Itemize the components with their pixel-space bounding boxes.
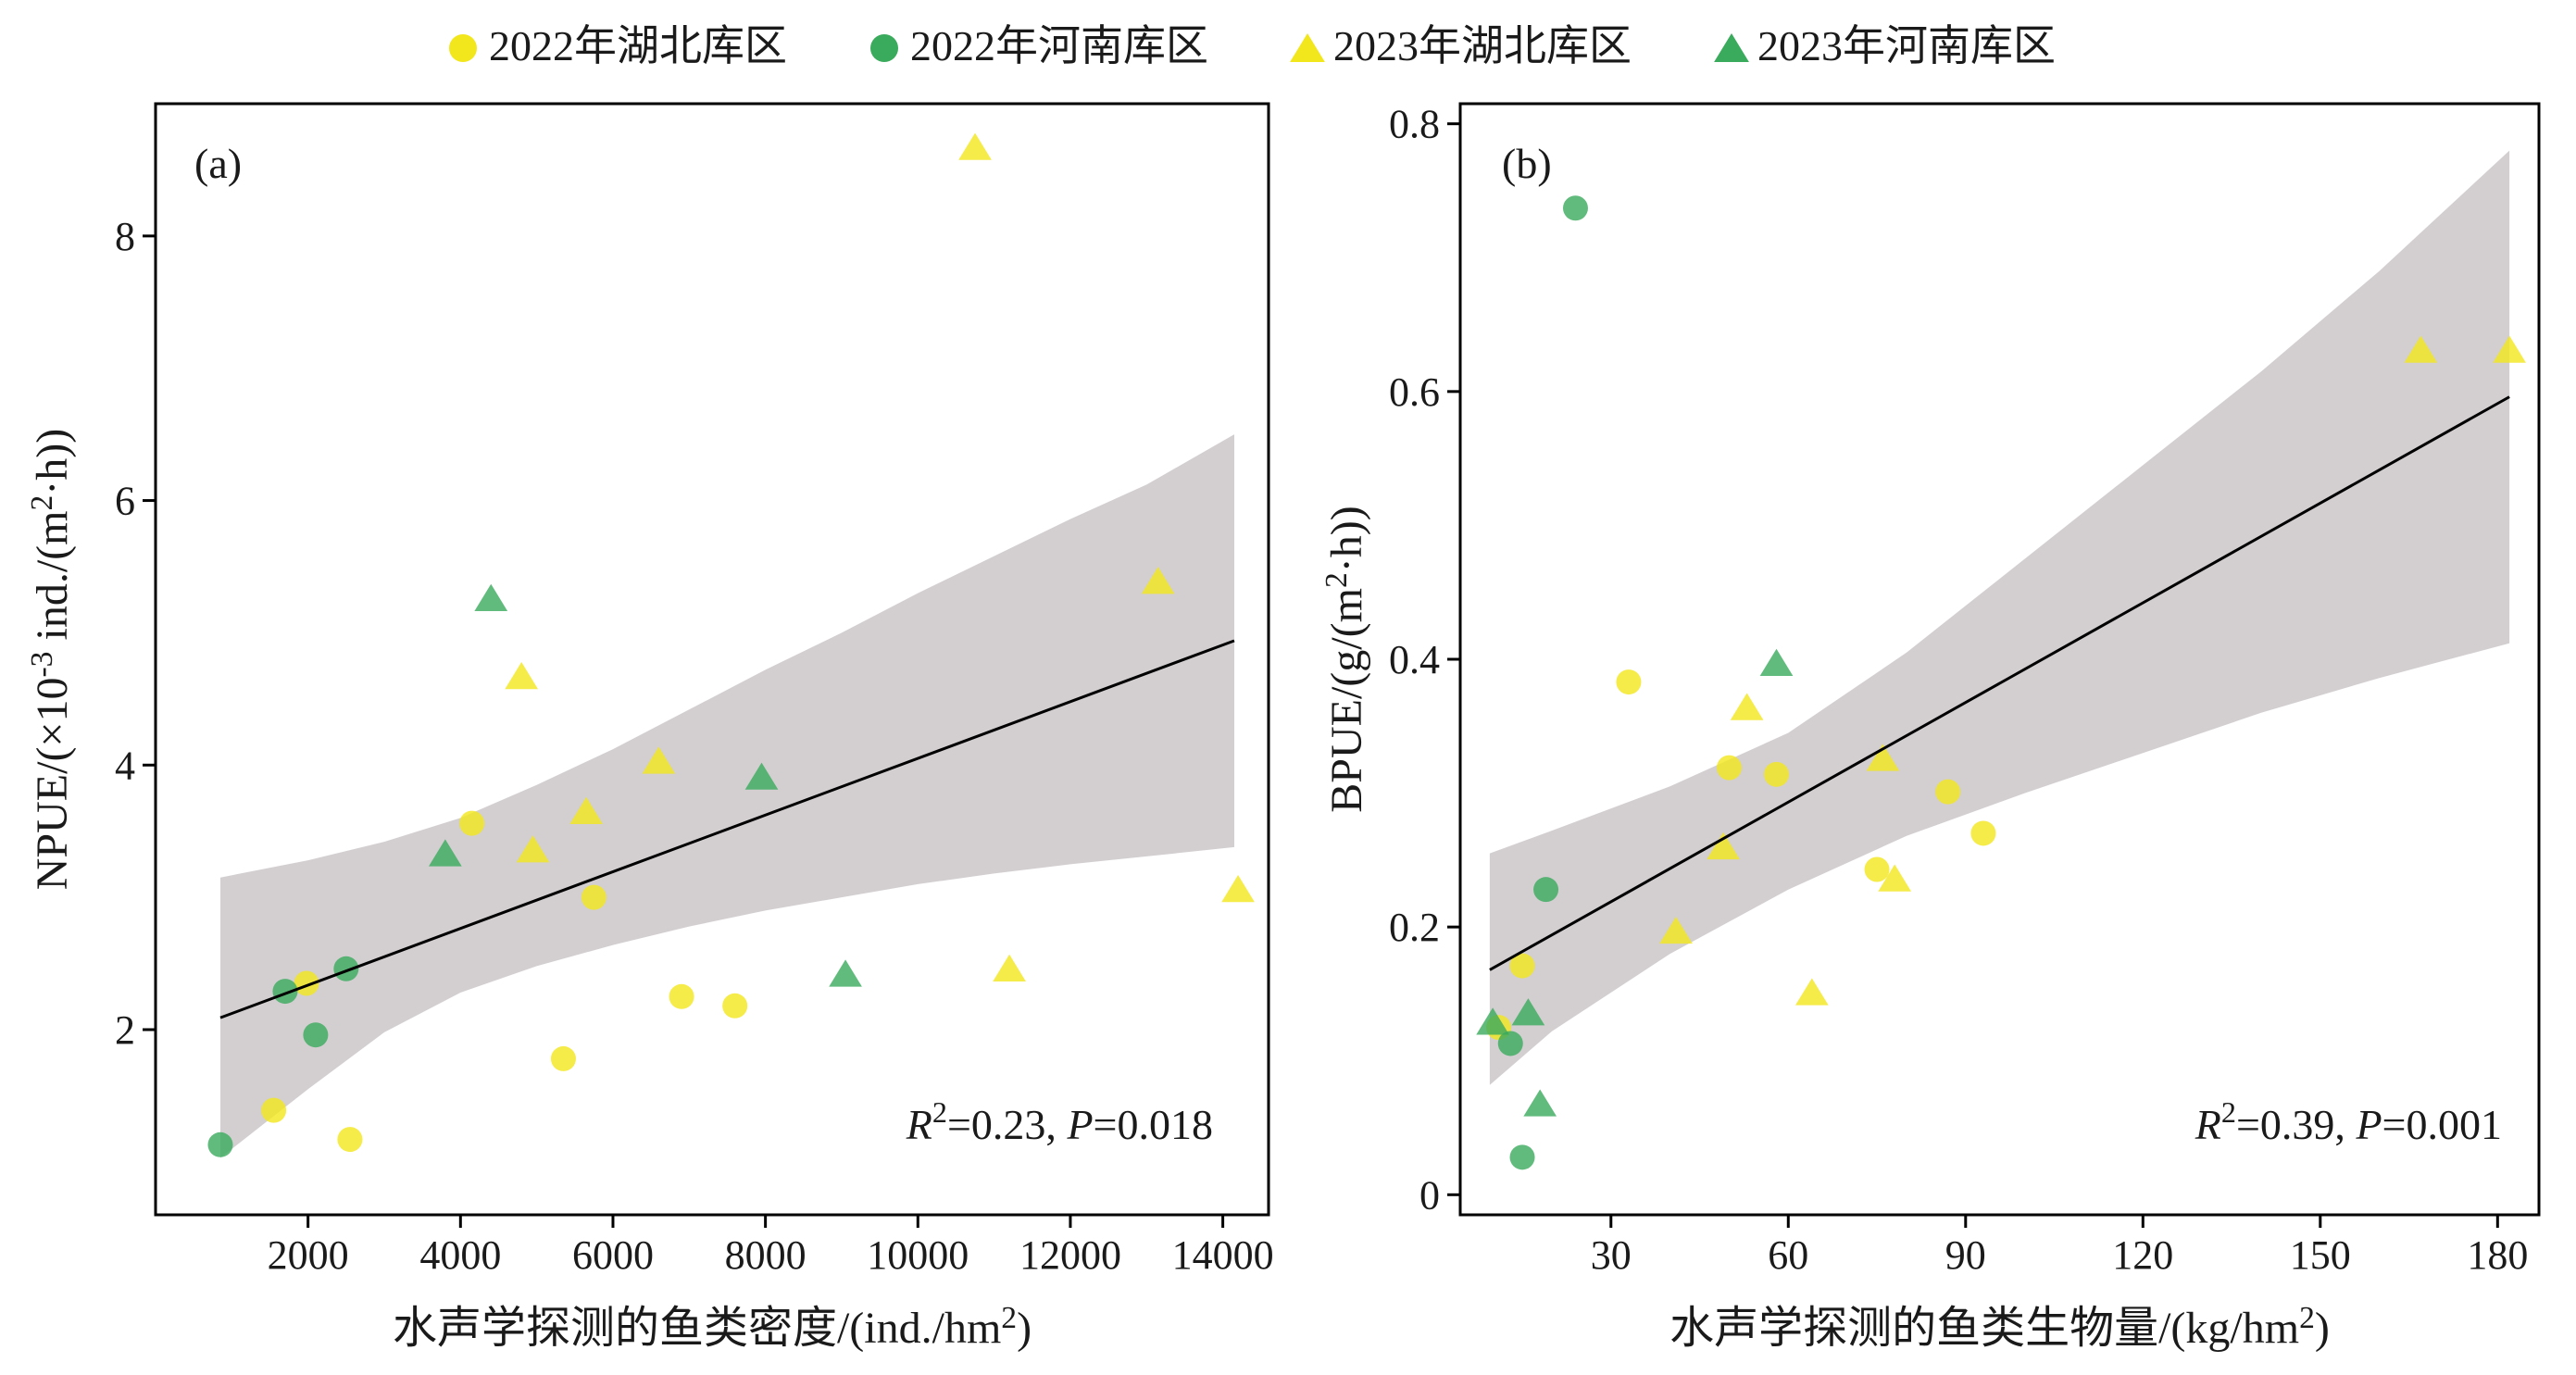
stats-annotation: R2=0.23, P=0.018 xyxy=(906,1095,1213,1148)
data-point-triangle xyxy=(1659,916,1693,944)
data-point-triangle xyxy=(505,662,539,690)
y-tick-label: 4 xyxy=(115,743,135,788)
data-point-circle xyxy=(550,1045,576,1071)
data-point-circle xyxy=(1864,856,1890,882)
x-tick-label: 30 xyxy=(1591,1232,1632,1278)
legend-label: 2023年湖北库区 xyxy=(1333,22,1632,69)
x-tick-label: 10000 xyxy=(867,1232,969,1278)
x-tick-label: 8000 xyxy=(725,1232,807,1278)
y-tick-label: 0.6 xyxy=(1389,369,1440,415)
data-point-triangle xyxy=(1511,998,1545,1026)
data-point-triangle xyxy=(569,796,604,824)
y-tick-label: 8 xyxy=(115,214,135,259)
plot-frame xyxy=(154,102,1270,1217)
legend-label: 2022年湖北库区 xyxy=(489,22,787,69)
y-axis-label: BPUE/(g/(m2·h)) xyxy=(1319,506,1371,812)
x-tick-label: 90 xyxy=(1945,1232,1986,1278)
data-point-triangle xyxy=(1221,875,1255,903)
data-point-triangle xyxy=(1878,864,1912,892)
data-point-triangle xyxy=(2404,335,2438,363)
data-point-triangle xyxy=(1759,648,1794,677)
legend-circle-marker xyxy=(449,34,477,62)
data-point-triangle xyxy=(744,762,779,790)
panel-b: 30 60 90 120 150 180 0 0.2 0.4 0.6 0.8 (b) R2=0.39, … xyxy=(1319,102,2541,1353)
y-tick-label: 2 xyxy=(115,1007,135,1053)
data-point-circle xyxy=(1970,820,1996,846)
data-point-circle xyxy=(303,1022,329,1048)
data-point-triangle xyxy=(1794,978,1829,1006)
data-point-triangle xyxy=(1730,693,1764,720)
y-tick-label: 0.8 xyxy=(1389,102,1440,147)
data-point-circle xyxy=(1764,761,1790,787)
legend-triangle-marker xyxy=(1290,33,1325,62)
confidence-band xyxy=(1489,150,2510,1085)
x-axis-label: 水声学探测的鱼类生物量/(kg/hm2) xyxy=(1669,1301,2330,1353)
y-tick-label: 6 xyxy=(115,479,135,524)
legend: 2022年湖北库区 2022年河南库区 2023年湖北库区 2023年河南库区 xyxy=(449,22,2056,69)
data-point-triangle xyxy=(474,583,508,611)
y-tick-label: 0.4 xyxy=(1389,637,1440,682)
data-point-triangle xyxy=(516,835,550,863)
y-tick-label: 0.2 xyxy=(1389,905,1440,950)
x-tick-label: 180 xyxy=(2467,1232,2528,1278)
data-point-circle xyxy=(1509,953,1535,979)
data-point-triangle xyxy=(1707,831,1740,860)
x-tick-label: 14000 xyxy=(1172,1232,1274,1278)
x-tick-label: 12000 xyxy=(1019,1232,1121,1278)
y-tick-label: 0 xyxy=(1419,1172,1440,1218)
x-tick-label: 60 xyxy=(1768,1232,1808,1278)
data-point-circle xyxy=(1716,755,1742,781)
x-tick-label: 6000 xyxy=(572,1232,654,1278)
data-point-circle xyxy=(1935,779,1961,805)
data-point-triangle xyxy=(993,954,1026,981)
confidence-band xyxy=(220,434,1234,1158)
data-point-triangle xyxy=(2493,335,2526,363)
panel-a: 2000 4000 6000 8000 10000 12000 14000 2 4 6 8 (a) R2… xyxy=(25,102,1274,1353)
legend-circle-marker xyxy=(870,34,898,62)
data-point-circle xyxy=(207,1131,233,1157)
data-point-triangle xyxy=(428,839,462,867)
x-tick-label: 150 xyxy=(2290,1232,2351,1278)
legend-label: 2023年河南库区 xyxy=(1757,22,2056,69)
x-axis-label: 水声学探测的鱼类密度/(ind./hm2) xyxy=(393,1301,1032,1353)
data-point-circle xyxy=(1533,877,1559,903)
legend-label: 2022年河南库区 xyxy=(910,22,1208,69)
data-point-circle xyxy=(722,993,748,1019)
regression-line xyxy=(219,639,1235,1019)
x-tick-label: 2000 xyxy=(268,1232,349,1278)
data-point-triangle xyxy=(958,132,992,160)
data-point-circle xyxy=(1497,1031,1523,1056)
data-point-triangle xyxy=(1523,1089,1557,1117)
data-point-circle xyxy=(1616,669,1642,695)
panel-label: (a) xyxy=(194,140,242,187)
data-point-circle xyxy=(459,810,485,836)
data-point-circle xyxy=(669,983,694,1009)
x-tick-label: 120 xyxy=(2112,1232,2173,1278)
stats-annotation: R2=0.39, P=0.001 xyxy=(2195,1095,2502,1148)
data-point-circle xyxy=(1509,1144,1535,1170)
data-point-circle xyxy=(1562,195,1588,221)
data-point-circle xyxy=(261,1097,287,1123)
data-point-circle xyxy=(337,1127,363,1153)
data-point-triangle xyxy=(642,746,676,774)
data-point-triangle xyxy=(1476,1007,1509,1035)
data-point-circle xyxy=(333,956,359,981)
data-point-circle xyxy=(581,884,606,910)
data-point-triangle xyxy=(829,959,862,987)
legend-triangle-marker xyxy=(1714,33,1749,62)
regression-line xyxy=(1489,395,2510,971)
data-point-circle xyxy=(294,970,319,996)
x-tick-label: 4000 xyxy=(419,1232,501,1278)
y-axis-label: NPUE/(×10-3 ind./(m2·h)) xyxy=(25,429,77,890)
data-point-triangle xyxy=(1866,744,1900,771)
data-point-circle xyxy=(272,979,298,1005)
panel-label: (b) xyxy=(1502,140,1552,187)
data-point-triangle xyxy=(1141,567,1175,594)
